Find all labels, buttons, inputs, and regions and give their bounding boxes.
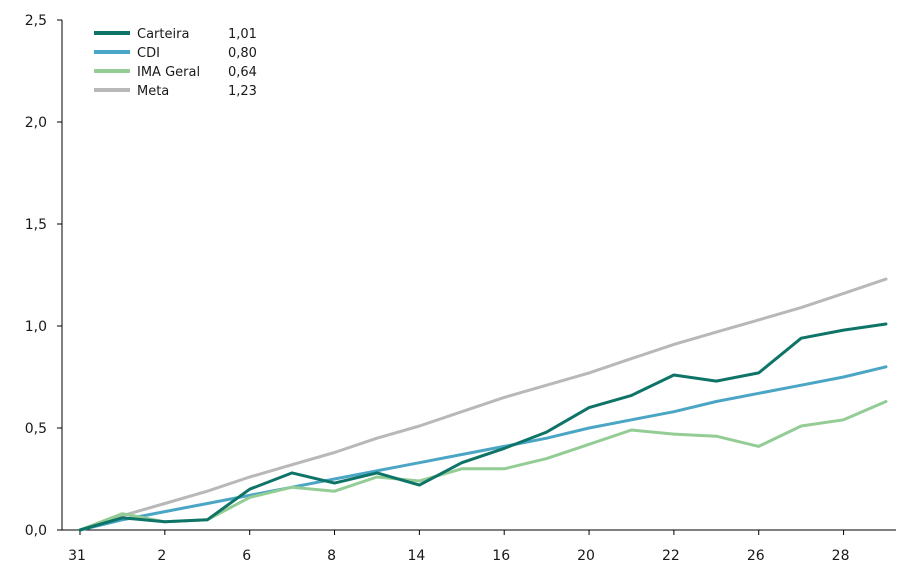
x-tick-label: 6 <box>242 548 251 564</box>
x-tick-label: 2 <box>157 548 166 564</box>
legend-value-carteira: 1,01 <box>228 27 257 42</box>
x-tick-label: 28 <box>832 548 850 564</box>
legend-value-meta: 1,23 <box>228 84 257 99</box>
x-tick-label: 8 <box>327 548 336 564</box>
series-line-ima-geral <box>78 400 888 532</box>
legend-label-carteira: Carteira <box>137 27 189 42</box>
axes <box>61 20 896 531</box>
x-tick-label: 22 <box>662 548 680 564</box>
y-axis-ticks: 0,0 0,5 1,0 1,5 2,0 2,5 <box>25 13 62 539</box>
x-tick-label: 16 <box>492 548 510 564</box>
y-tick-label: 0,0 <box>25 523 47 539</box>
legend: Carteira 1,01 CDI 0,80 IMA Geral 0,64 Meta 1,23 <box>94 27 257 99</box>
y-tick-label: 2,0 <box>25 115 47 131</box>
y-tick-label: 1,5 <box>25 217 47 233</box>
legend-label-meta: Meta <box>137 84 169 99</box>
legend-value-cdi: 0,80 <box>228 46 257 61</box>
series-line-meta <box>78 277 888 532</box>
series-layer <box>78 277 888 532</box>
series-line-carteira <box>78 322 888 532</box>
y-tick-label: 2,5 <box>25 13 47 29</box>
x-tick-label: 20 <box>577 548 595 564</box>
legend-value-ima-geral: 0,64 <box>228 65 257 80</box>
y-tick-label: 0,5 <box>25 421 47 437</box>
legend-label-cdi: CDI <box>137 46 160 61</box>
x-tick-label: 14 <box>407 548 425 564</box>
x-tick-label: 31 <box>68 548 86 564</box>
y-tick-label: 1,0 <box>25 319 47 335</box>
legend-label-ima-geral: IMA Geral <box>137 65 200 80</box>
x-axis-ticks: 31 2 6 8 14 16 20 22 26 28 <box>68 530 849 564</box>
x-tick-label: 26 <box>747 548 765 564</box>
series-line-cdi <box>78 365 888 532</box>
